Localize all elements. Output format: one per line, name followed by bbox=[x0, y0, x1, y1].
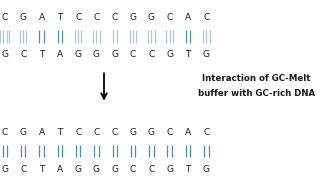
Text: T: T bbox=[57, 128, 62, 137]
Text: C: C bbox=[93, 128, 99, 137]
Text: C: C bbox=[2, 13, 8, 22]
Text: G: G bbox=[130, 128, 136, 137]
Text: G: G bbox=[203, 50, 210, 59]
Text: A: A bbox=[38, 13, 45, 22]
Text: G: G bbox=[166, 50, 173, 59]
Text: C: C bbox=[93, 13, 99, 22]
Text: C: C bbox=[130, 165, 136, 174]
Text: G: G bbox=[75, 50, 82, 59]
Text: T: T bbox=[185, 165, 191, 174]
Text: A: A bbox=[38, 128, 45, 137]
Text: T: T bbox=[39, 165, 44, 174]
Text: G: G bbox=[93, 165, 100, 174]
Text: C: C bbox=[20, 165, 26, 174]
Text: C: C bbox=[148, 50, 155, 59]
Text: C: C bbox=[112, 128, 118, 137]
Text: C: C bbox=[75, 128, 81, 137]
Text: G: G bbox=[148, 13, 155, 22]
Text: C: C bbox=[130, 50, 136, 59]
Text: A: A bbox=[185, 128, 191, 137]
Text: C: C bbox=[167, 128, 173, 137]
Text: C: C bbox=[2, 128, 8, 137]
Text: G: G bbox=[20, 128, 27, 137]
Text: C: C bbox=[112, 13, 118, 22]
Text: T: T bbox=[39, 50, 44, 59]
Text: G: G bbox=[93, 50, 100, 59]
Text: G: G bbox=[203, 165, 210, 174]
Text: G: G bbox=[20, 13, 27, 22]
Text: Interaction of GC-Melt: Interaction of GC-Melt bbox=[202, 74, 311, 83]
Text: C: C bbox=[75, 13, 81, 22]
Text: C: C bbox=[20, 50, 26, 59]
Text: C: C bbox=[148, 165, 155, 174]
Text: G: G bbox=[130, 13, 136, 22]
Text: C: C bbox=[203, 13, 210, 22]
Text: T: T bbox=[185, 50, 191, 59]
Text: C: C bbox=[167, 13, 173, 22]
Text: G: G bbox=[1, 165, 8, 174]
Text: A: A bbox=[185, 13, 191, 22]
Text: G: G bbox=[166, 165, 173, 174]
Text: G: G bbox=[111, 165, 118, 174]
Text: T: T bbox=[57, 13, 62, 22]
Text: G: G bbox=[111, 50, 118, 59]
Text: G: G bbox=[75, 165, 82, 174]
Text: A: A bbox=[57, 165, 63, 174]
Text: C: C bbox=[203, 128, 210, 137]
Text: A: A bbox=[57, 50, 63, 59]
Text: buffer with GC-rich DNA: buffer with GC-rich DNA bbox=[198, 89, 315, 98]
Text: G: G bbox=[148, 128, 155, 137]
Text: G: G bbox=[1, 50, 8, 59]
